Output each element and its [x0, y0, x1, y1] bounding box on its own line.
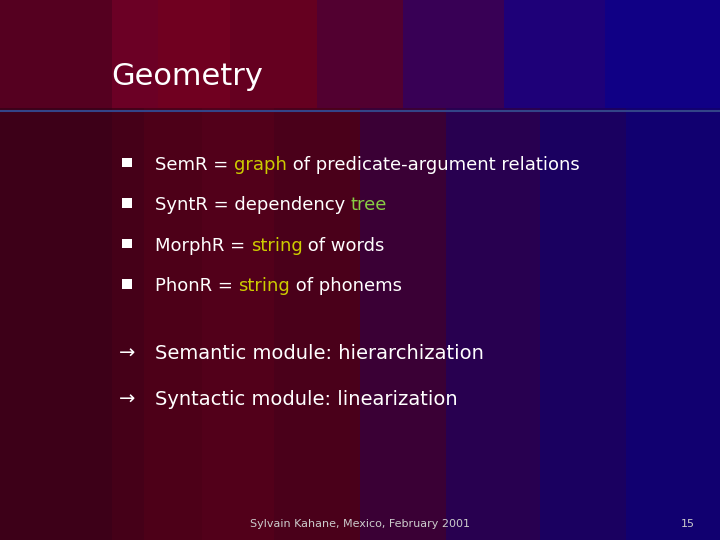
Bar [122, 280, 132, 289]
Text: SemR =: SemR = [155, 156, 234, 174]
Text: graph: graph [234, 156, 287, 174]
Text: 15: 15 [680, 519, 695, 529]
Text: →: → [119, 344, 135, 363]
Bar [122, 199, 132, 208]
Text: Semantic module: hierarchization: Semantic module: hierarchization [155, 344, 484, 363]
Text: Geometry: Geometry [112, 62, 264, 91]
Text: of predicate-argument relations: of predicate-argument relations [287, 156, 580, 174]
Bar [540, 0, 626, 540]
Bar [605, 0, 720, 108]
Bar [122, 239, 132, 248]
Bar [202, 0, 274, 540]
Text: SyntR = dependency: SyntR = dependency [155, 196, 351, 214]
Bar [626, 0, 720, 540]
Bar [0, 0, 112, 540]
Bar [317, 0, 403, 108]
Text: PhonR =: PhonR = [155, 277, 238, 295]
Bar [360, 0, 446, 540]
Bar [144, 0, 202, 540]
Bar [112, 0, 144, 540]
Bar [122, 158, 132, 167]
Bar [274, 0, 360, 540]
Text: string: string [238, 277, 290, 295]
Bar [504, 0, 605, 108]
Text: string: string [251, 237, 302, 255]
Bar [230, 0, 317, 108]
Text: MorphR =: MorphR = [155, 237, 251, 255]
Text: of phonems: of phonems [290, 277, 402, 295]
Text: Syntactic module: linearization: Syntactic module: linearization [155, 390, 457, 409]
Bar [112, 0, 158, 108]
Bar [0, 0, 112, 108]
Bar [158, 0, 230, 108]
Text: Sylvain Kahane, Mexico, February 2001: Sylvain Kahane, Mexico, February 2001 [250, 519, 470, 529]
Bar [403, 0, 504, 108]
Bar [446, 0, 540, 540]
Text: of words: of words [302, 237, 384, 255]
Text: tree: tree [351, 196, 387, 214]
Text: →: → [119, 390, 135, 409]
